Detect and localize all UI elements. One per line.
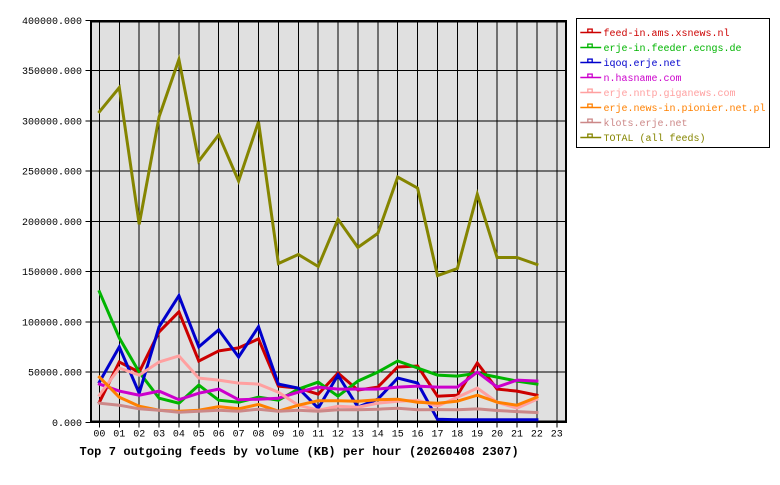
svg-text:22: 22	[531, 429, 543, 440]
svg-text:10: 10	[292, 429, 304, 440]
svg-text:20: 20	[491, 429, 503, 440]
svg-text:04: 04	[173, 429, 185, 440]
svg-text:03: 03	[153, 429, 165, 440]
svg-text:17: 17	[431, 429, 443, 440]
svg-text:18: 18	[451, 429, 463, 440]
svg-text:klots.erje.net: klots.erje.net	[604, 118, 688, 130]
svg-text:00: 00	[93, 429, 105, 440]
svg-text:Top 7 outgoing feeds by volume: Top 7 outgoing feeds by volume (KB) per …	[80, 445, 519, 459]
svg-text:300000.000: 300000.000	[22, 117, 82, 128]
svg-text:08: 08	[252, 429, 264, 440]
svg-text:0.000: 0.000	[52, 419, 82, 430]
svg-text:n.hasname.com: n.hasname.com	[604, 73, 682, 85]
svg-text:07: 07	[233, 429, 245, 440]
svg-text:05: 05	[193, 429, 205, 440]
svg-text:400000.000: 400000.000	[22, 17, 82, 28]
svg-text:200000.000: 200000.000	[22, 218, 82, 229]
svg-text:12: 12	[332, 429, 344, 440]
svg-text:14: 14	[372, 429, 384, 440]
svg-text:23: 23	[551, 429, 563, 440]
svg-text:iqoq.erje.net: iqoq.erje.net	[604, 58, 682, 70]
svg-text:02: 02	[133, 429, 145, 440]
svg-text:250000.000: 250000.000	[22, 168, 82, 179]
svg-text:01: 01	[113, 429, 125, 440]
svg-text:09: 09	[272, 429, 284, 440]
svg-text:13: 13	[352, 429, 364, 440]
svg-text:19: 19	[471, 429, 483, 440]
svg-text:21: 21	[511, 429, 523, 440]
svg-text:erje-in.feeder.ecngs.de: erje-in.feeder.ecngs.de	[604, 43, 742, 55]
svg-text:feed-in.ams.xsnews.nl: feed-in.ams.xsnews.nl	[604, 28, 730, 40]
svg-text:50000.000: 50000.000	[28, 369, 82, 380]
svg-text:100000.000: 100000.000	[22, 318, 82, 329]
svg-text:erje.nntp.giganews.com: erje.nntp.giganews.com	[604, 88, 736, 100]
svg-text:06: 06	[213, 429, 225, 440]
svg-text:erje.news-in.pionier.net.pl: erje.news-in.pionier.net.pl	[604, 103, 766, 115]
svg-text:150000.000: 150000.000	[22, 268, 82, 279]
svg-text:16: 16	[412, 429, 424, 440]
svg-text:11: 11	[312, 429, 324, 440]
svg-text:15: 15	[392, 429, 404, 440]
svg-text:350000.000: 350000.000	[22, 67, 82, 78]
svg-text:TOTAL (all feeds): TOTAL (all feeds)	[604, 133, 706, 145]
